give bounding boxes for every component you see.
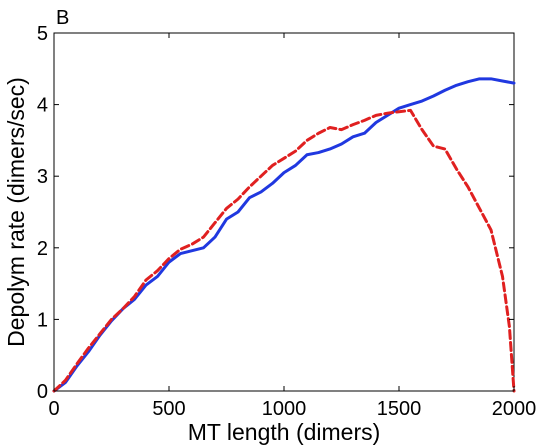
panel-label: B [56,7,69,29]
y-tick-label: 3 [37,166,48,188]
y-tick-label: 0 [37,381,48,403]
tick-layer: 0 500 1000 1500 2000 0 1 2 3 4 5 [37,23,536,420]
x-tick-label: 0 [48,398,59,420]
y-tick-label: 1 [37,309,48,331]
x-axis-title: MT length (dimers) [188,419,381,445]
x-tick-label: 2000 [492,398,537,420]
series-line-1 [52,77,516,393]
y-tick-label: 4 [37,95,48,117]
series-layer [52,77,516,393]
y-tick-label: 5 [37,23,48,45]
x-tick-label: 500 [152,398,185,420]
y-tick-label: 2 [37,238,48,260]
x-tick-label: 1000 [262,398,307,420]
series-line-2 [52,108,516,393]
y-axis-title: Depolym rate (dimers/sec) [3,77,29,347]
x-tick-label: 1500 [377,398,422,420]
plot-area [53,32,515,392]
